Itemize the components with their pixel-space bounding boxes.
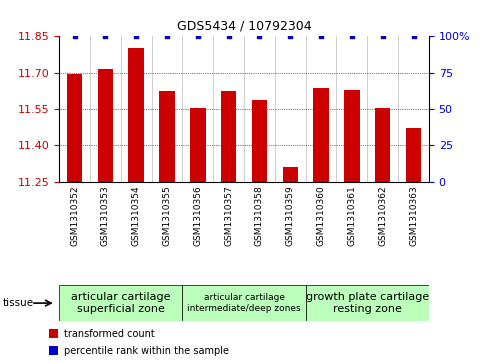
Bar xyxy=(49,346,58,355)
Text: transformed count: transformed count xyxy=(65,329,155,339)
Bar xyxy=(159,91,175,182)
Text: GSM1310356: GSM1310356 xyxy=(193,185,202,246)
Text: GDS5434 / 10792304: GDS5434 / 10792304 xyxy=(176,20,312,33)
Bar xyxy=(190,108,206,182)
Text: articular cartilage
superficial zone: articular cartilage superficial zone xyxy=(71,292,171,314)
Point xyxy=(194,33,202,39)
Bar xyxy=(406,128,421,182)
Point xyxy=(286,33,294,39)
Point xyxy=(70,33,78,39)
Point xyxy=(225,33,233,39)
Text: GSM1310360: GSM1310360 xyxy=(317,185,325,246)
Text: GSM1310363: GSM1310363 xyxy=(409,185,418,246)
Bar xyxy=(49,329,58,338)
Point xyxy=(379,33,387,39)
Text: GSM1310355: GSM1310355 xyxy=(163,185,172,246)
Bar xyxy=(98,69,113,182)
Point xyxy=(317,33,325,39)
Point xyxy=(102,33,109,39)
Bar xyxy=(252,101,267,182)
Text: GSM1310359: GSM1310359 xyxy=(286,185,295,246)
Text: GSM1310362: GSM1310362 xyxy=(378,185,387,246)
FancyBboxPatch shape xyxy=(182,285,306,321)
Bar xyxy=(314,88,329,182)
Point xyxy=(410,33,418,39)
Text: GSM1310354: GSM1310354 xyxy=(132,185,141,246)
Bar xyxy=(221,91,236,182)
Bar xyxy=(129,48,144,182)
Text: GSM1310357: GSM1310357 xyxy=(224,185,233,246)
Bar xyxy=(282,167,298,182)
Text: GSM1310352: GSM1310352 xyxy=(70,185,79,246)
Text: GSM1310353: GSM1310353 xyxy=(101,185,110,246)
Text: GSM1310361: GSM1310361 xyxy=(348,185,356,246)
Point xyxy=(132,33,140,39)
Text: growth plate cartilage
resting zone: growth plate cartilage resting zone xyxy=(306,292,429,314)
Bar xyxy=(67,74,82,182)
Bar xyxy=(344,90,359,182)
Text: tissue: tissue xyxy=(2,298,34,308)
Text: articular cartilage
intermediate/deep zones: articular cartilage intermediate/deep zo… xyxy=(187,293,301,313)
Point xyxy=(163,33,171,39)
Point xyxy=(255,33,263,39)
Point xyxy=(348,33,356,39)
Text: percentile rank within the sample: percentile rank within the sample xyxy=(65,346,229,356)
FancyBboxPatch shape xyxy=(306,285,429,321)
Text: GSM1310358: GSM1310358 xyxy=(255,185,264,246)
FancyBboxPatch shape xyxy=(59,285,182,321)
Bar xyxy=(375,108,390,182)
